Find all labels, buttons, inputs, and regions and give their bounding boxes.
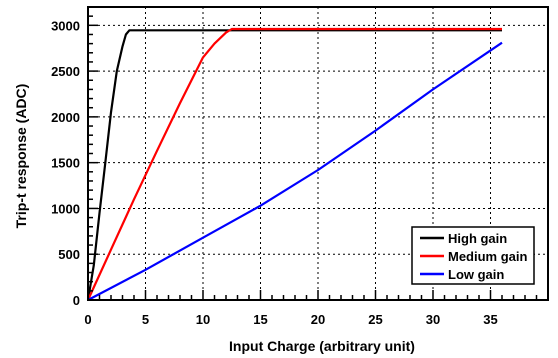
legend-label-low-gain: Low gain: [448, 267, 504, 282]
x-tick-label: 15: [253, 312, 267, 327]
y-tick-label: 500: [58, 247, 80, 262]
y-tick-label: 0: [73, 293, 80, 308]
x-axis-title: Input Charge (arbitrary unit): [229, 338, 415, 354]
x-tick-label: 25: [368, 312, 382, 327]
y-tick-label: 2500: [51, 64, 80, 79]
x-tick-label: 30: [426, 312, 440, 327]
x-tick-label: 20: [311, 312, 325, 327]
legend: High gain Medium gain Low gain: [411, 226, 535, 285]
series-line-high-gain: [86, 29, 502, 301]
x-tick-label: 10: [196, 312, 210, 327]
y-tick-label: 2000: [51, 110, 80, 125]
axis-ticks: [87, 6, 549, 301]
x-tick-label: 0: [84, 312, 91, 327]
series-line-medium-gain: [86, 27, 502, 301]
y-tick-label: 1000: [51, 201, 80, 216]
y-tick-labels: 0 500 1000 1500 2000 2500 3000: [51, 18, 80, 308]
x-tick-labels: 0 5 10 15 20 25 30 35: [84, 312, 497, 327]
y-tick-label: 3000: [51, 18, 80, 33]
y-tick-label: 1500: [51, 156, 80, 171]
series-line-low-gain: [87, 41, 503, 301]
x-tick-label: 5: [142, 312, 149, 327]
legend-label-high-gain: High gain: [448, 231, 507, 246]
x-tick-label: 35: [483, 312, 497, 327]
series-lines: [86, 27, 503, 301]
y-axis-title: Trip-t response (ADC): [13, 84, 29, 229]
legend-label-medium-gain: Medium gain: [448, 249, 528, 264]
